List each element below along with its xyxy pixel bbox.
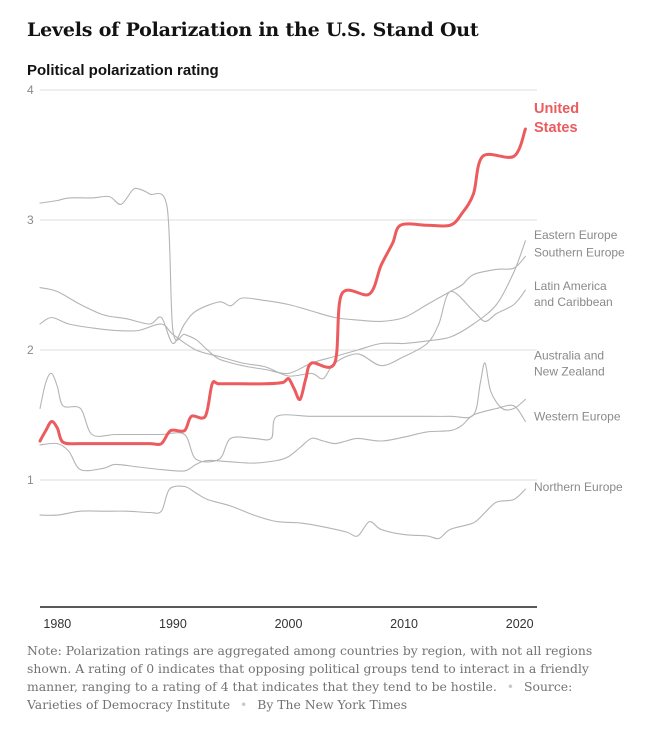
series-label-southern-europe: Southern Europe bbox=[534, 245, 625, 259]
series-labels: United States Eastern Europe Southern Europ… bbox=[534, 101, 625, 494]
y-tick-label: 4 bbox=[27, 83, 34, 97]
chart-title: Levels of Polarization in the U.S. Stand… bbox=[27, 19, 479, 41]
source-text: Source: Varieties of Democracy Institute bbox=[27, 679, 573, 712]
footnote: Note: Polarization ratings are aggregate… bbox=[27, 642, 627, 714]
y-tick-label: 2 bbox=[27, 343, 34, 357]
credit-text: By The New York Times bbox=[257, 697, 408, 712]
separator-dot: • bbox=[506, 679, 515, 694]
x-tick-label: 2020 bbox=[506, 617, 534, 631]
series-line-western-europe bbox=[39, 404, 526, 472]
x-tick-label: 2000 bbox=[275, 617, 303, 631]
x-tick-labels: 1980 1990 2000 2010 2020 bbox=[43, 617, 533, 631]
x-tick-label: 1990 bbox=[159, 617, 187, 631]
note-text: Note: Polarization ratings are aggregate… bbox=[27, 643, 593, 694]
series-line-latin-america-and-caribbean bbox=[39, 289, 526, 380]
series-label-latin-america-and-caribbean: Latin America bbox=[534, 279, 607, 293]
line-chart: 1 2 3 4 United States Eastern Europe Southern … bbox=[27, 83, 625, 631]
series-label-latin-america-and-caribbean: and Caribbean bbox=[534, 295, 613, 309]
series-label-northern-europe: Northern Europe bbox=[534, 480, 623, 494]
series-line-eastern-europe bbox=[39, 187, 526, 375]
series-line-southern-europe bbox=[39, 255, 526, 345]
series-line-northern-europe bbox=[39, 485, 526, 540]
y-tick-label: 3 bbox=[27, 213, 34, 227]
series-label-western-europe: Western Europe bbox=[534, 410, 621, 424]
y-tick-label: 1 bbox=[27, 473, 34, 487]
series-label-australia-and-new-zealand: New Zealand bbox=[534, 364, 605, 378]
x-tick-label: 1980 bbox=[43, 617, 71, 631]
x-tick-label: 2010 bbox=[390, 617, 418, 631]
series-label-united-states: States bbox=[534, 120, 578, 136]
series-lines bbox=[38, 127, 527, 540]
series-line-united-states bbox=[38, 127, 527, 447]
separator-dot: • bbox=[239, 697, 248, 712]
y-axis-label: Political polarization rating bbox=[27, 62, 219, 79]
series-label-australia-and-new-zealand: Australia and bbox=[534, 348, 604, 362]
series-label-united-states: United bbox=[534, 101, 579, 117]
series-line-australia-and-new-zealand bbox=[39, 362, 526, 463]
gridlines bbox=[40, 89, 537, 481]
y-tick-labels: 1 2 3 4 bbox=[27, 83, 34, 487]
series-label-eastern-europe: Eastern Europe bbox=[534, 228, 618, 242]
